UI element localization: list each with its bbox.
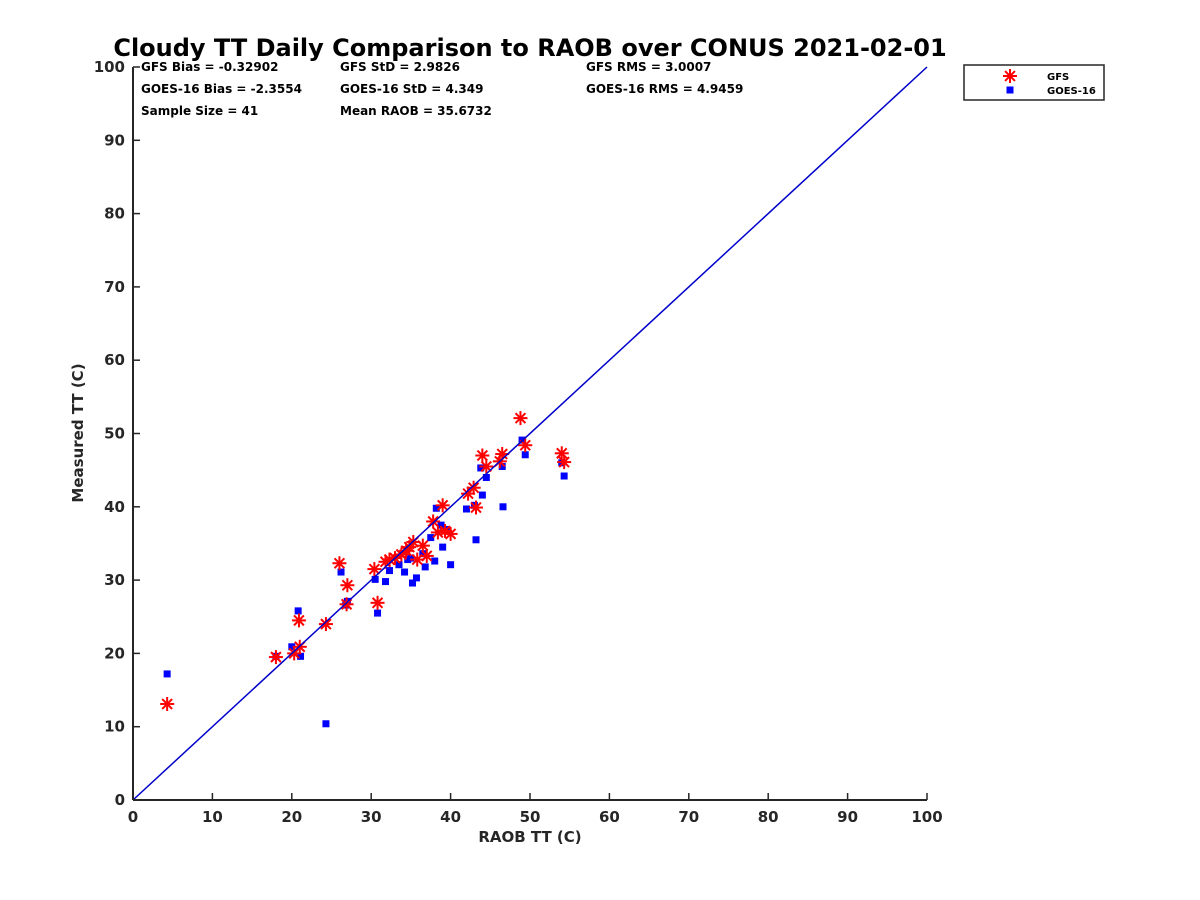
x-tick-label: 40	[440, 808, 461, 826]
gfs-point	[291, 613, 306, 628]
x-tick-label: 0	[128, 808, 138, 826]
y-tick-label: 100	[94, 58, 125, 76]
legend-goes-16-marker	[1006, 86, 1014, 94]
gfs-point	[318, 617, 333, 632]
goes-16-point	[371, 575, 379, 583]
gfs-point	[557, 455, 572, 470]
goes-16-point	[401, 568, 409, 576]
stat-text: GOES-16 StD = 4.349	[340, 82, 483, 96]
gfs-point	[466, 480, 481, 495]
goes-16-point	[521, 451, 529, 459]
y-axis-label: Measured TT (C)	[69, 363, 87, 502]
stat-text: Sample Size = 41	[141, 104, 258, 118]
goes-16-point	[447, 561, 455, 569]
gfs-point	[443, 526, 458, 541]
gfs-point	[518, 438, 533, 453]
gfs-point	[426, 514, 441, 529]
goes-16-point	[407, 554, 415, 562]
stat-text: GOES-16 RMS = 4.9459	[586, 82, 743, 96]
goes-16-point	[472, 536, 480, 544]
gfs-point	[475, 448, 490, 463]
gfs-point	[370, 595, 385, 610]
gfs-point	[340, 578, 355, 593]
gfs-point	[268, 650, 283, 665]
y-tick-label: 60	[104, 351, 125, 369]
goes-16-point	[482, 473, 490, 481]
goes-16-point	[322, 720, 330, 728]
x-tick-label: 100	[911, 808, 942, 826]
series-layer	[160, 411, 572, 728]
goes-16-point	[408, 579, 416, 587]
stat-text: GOES-16 Bias = -2.3554	[141, 82, 302, 96]
gfs-point	[435, 498, 450, 513]
gfs-point	[479, 459, 494, 474]
y-tick-label: 0	[115, 791, 125, 809]
goes-16-point	[419, 550, 427, 558]
goes-16-point	[288, 643, 296, 651]
gfs-point	[367, 562, 382, 577]
goes-16-point	[427, 534, 435, 542]
goes-16-point	[381, 578, 389, 586]
x-tick-label: 70	[678, 808, 699, 826]
y-tick-label: 30	[104, 571, 125, 589]
axes: 00 10 10 20 20 30 30 40 40 50 50 60 60 70 70 80 80 90 90 10…	[94, 58, 943, 826]
goes-16-point	[437, 521, 445, 529]
x-tick-label: 90	[837, 808, 858, 826]
one-to-one-line	[132, 66, 928, 801]
legend-box	[963, 64, 1105, 101]
gfs-point	[469, 500, 484, 515]
goes-16-point	[477, 464, 485, 472]
y-tick-label: 20	[104, 644, 125, 662]
chart-title: Cloudy TT Daily Comparison to RAOB over …	[113, 34, 946, 62]
gfs-point	[513, 411, 528, 426]
legend-gfs-marker	[1003, 69, 1017, 83]
goes-16-point	[385, 567, 393, 575]
goes-16-point	[374, 609, 382, 617]
legend-label: GFS	[1047, 72, 1069, 83]
goes-16-point	[462, 505, 470, 513]
goes-16-point	[337, 568, 345, 576]
gfs-point	[339, 597, 354, 612]
goes-16-point	[297, 652, 305, 660]
y-tick-label: 50	[104, 425, 125, 443]
series-gfs	[160, 411, 572, 711]
x-tick-label: 50	[520, 808, 541, 826]
reference-line-layer	[132, 66, 928, 801]
goes-16-point	[432, 504, 440, 512]
legend: GFS GOES-16	[963, 64, 1105, 101]
x-tick-label: 80	[758, 808, 779, 826]
goes-16-point	[421, 563, 429, 571]
stat-text: GFS StD = 2.9826	[340, 60, 460, 74]
goes-16-point	[560, 472, 568, 480]
goes-16-point	[498, 462, 506, 470]
gfs-point	[419, 548, 434, 563]
goes-16-point	[478, 491, 486, 499]
gfs-point	[332, 556, 347, 571]
goes-16-point	[395, 561, 403, 569]
x-axis-label: RAOB TT (C)	[478, 828, 581, 846]
goes-16-point	[499, 503, 507, 511]
y-tick-label: 10	[104, 718, 125, 736]
y-tick-label: 70	[104, 278, 125, 296]
x-tick-label: 10	[202, 808, 223, 826]
y-tick-label: 40	[104, 498, 125, 516]
goes-16-point	[163, 670, 171, 678]
goes-16-point	[294, 607, 302, 615]
y-tick-label: 90	[104, 131, 125, 149]
gfs-point	[160, 696, 175, 711]
x-tick-label: 30	[361, 808, 382, 826]
series-goes-16	[163, 436, 568, 728]
statistics-panel: GFS Bias = -0.32902 GFS StD = 2.9826 GFS R…	[141, 60, 743, 118]
goes-16-point	[439, 543, 447, 551]
goes-16-point	[412, 574, 420, 582]
stat-text: GFS RMS = 3.0007	[586, 60, 711, 74]
x-tick-label: 60	[599, 808, 620, 826]
legend-label: GOES-16	[1047, 86, 1096, 97]
stat-text: Mean RAOB = 35.6732	[340, 104, 492, 118]
x-tick-label: 20	[281, 808, 302, 826]
goes-16-point	[431, 557, 439, 565]
y-tick-label: 80	[104, 205, 125, 223]
stat-text: GFS Bias = -0.32902	[141, 60, 278, 74]
